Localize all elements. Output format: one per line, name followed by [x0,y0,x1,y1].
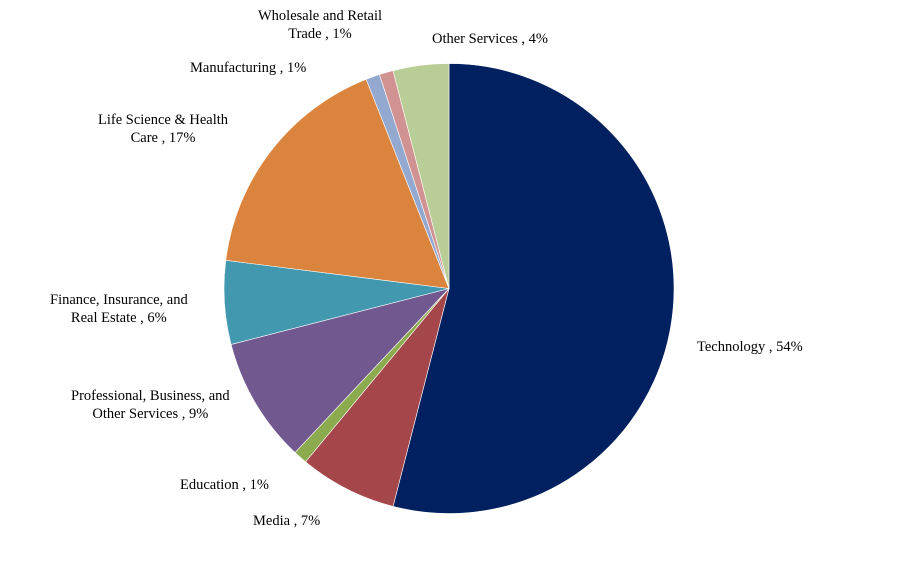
label-finance-line2: Real Estate , 6% [70,310,167,326]
label-wholesale: Wholesale and Retail Trade , 1% [258,7,382,43]
label-finance: Finance, Insurance, and Real Estate , 6% [50,291,188,327]
label-media: Media , 7% [253,512,320,530]
label-professional: Professional, Business, and Other Servic… [71,387,230,423]
label-life-science-line1: Life Science & Health [98,112,229,128]
label-life-science-line2: Care , 17% [130,130,196,146]
label-other-services-line1: Other Services , 4% [432,31,548,47]
pie-slices [223,63,675,514]
label-manufacturing-line1: Manufacturing , 1% [190,60,307,76]
label-other-services: Other Services , 4% [432,30,548,48]
label-technology-line1: Technology , 54% [697,339,803,355]
label-education-line1: Education , 1% [180,477,269,493]
label-professional-line2: Other Services , 9% [92,406,209,422]
label-life-science: Life Science & Health Care , 17% [98,111,228,147]
label-finance-line1: Finance, Insurance, and [50,292,188,308]
label-wholesale-line2: Trade , 1% [288,26,352,42]
label-technology: Technology , 54% [697,338,803,356]
pie-slice-other-services [392,63,450,289]
pie-slice-life-science-health-care [225,78,450,289]
pie-slice-technology [392,63,675,514]
label-wholesale-line1: Wholesale and Retail [258,8,383,24]
pie-slice-professional-business-and-other-services [230,287,450,453]
label-media-line1: Media , 7% [253,513,321,529]
label-education: Education , 1% [180,476,269,494]
label-manufacturing: Manufacturing , 1% [190,59,306,77]
label-professional-line1: Professional, Business, and [71,388,230,404]
